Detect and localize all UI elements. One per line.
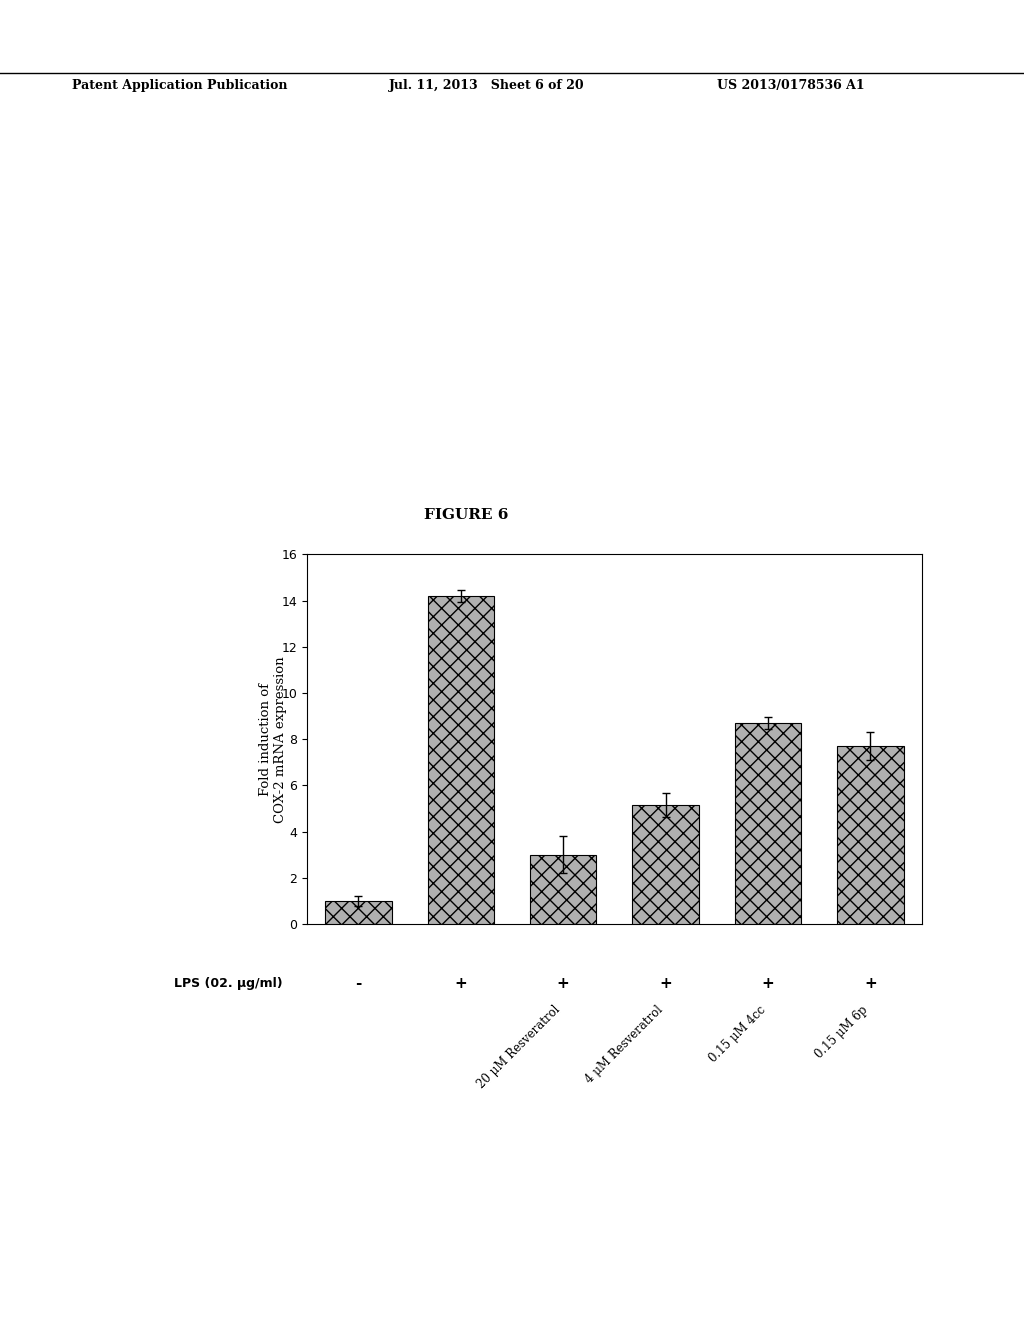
Text: 0.15 μM 4cc: 0.15 μM 4cc <box>707 1003 768 1065</box>
Bar <box>326 900 391 924</box>
Y-axis label: Fold induction of
COX-2 mRNA expression: Fold induction of COX-2 mRNA expression <box>259 656 288 822</box>
Text: FIGURE 6: FIGURE 6 <box>424 508 508 523</box>
Bar <box>837 746 903 924</box>
Text: +: + <box>659 975 672 991</box>
Text: +: + <box>455 975 467 991</box>
Text: +: + <box>762 975 774 991</box>
Bar <box>428 595 494 924</box>
Text: Patent Application Publication: Patent Application Publication <box>72 79 287 92</box>
Text: +: + <box>864 975 877 991</box>
Bar <box>530 855 596 924</box>
Bar <box>734 723 801 924</box>
Text: -: - <box>355 975 361 991</box>
Text: 4 μM Resveratrol: 4 μM Resveratrol <box>583 1003 666 1086</box>
Text: US 2013/0178536 A1: US 2013/0178536 A1 <box>717 79 864 92</box>
Text: +: + <box>557 975 569 991</box>
Text: Jul. 11, 2013   Sheet 6 of 20: Jul. 11, 2013 Sheet 6 of 20 <box>389 79 585 92</box>
Text: LPS (02. μg/ml): LPS (02. μg/ml) <box>174 977 283 990</box>
Bar <box>632 805 698 924</box>
Text: 0.15 μM 6p: 0.15 μM 6p <box>813 1003 870 1061</box>
Text: 20 μM Resveratrol: 20 μM Resveratrol <box>475 1003 563 1092</box>
